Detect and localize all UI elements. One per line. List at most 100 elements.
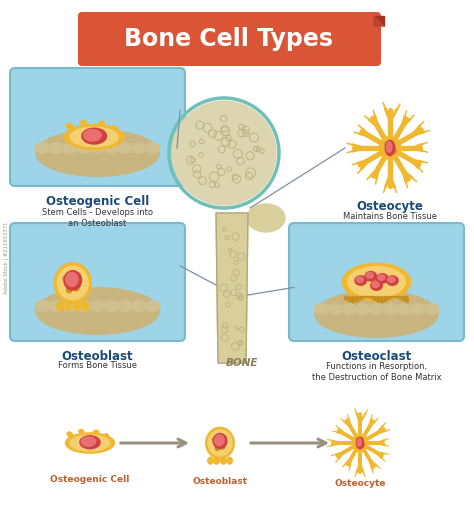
Ellipse shape bbox=[103, 434, 108, 438]
Circle shape bbox=[66, 288, 72, 293]
Ellipse shape bbox=[110, 126, 117, 131]
Ellipse shape bbox=[82, 437, 96, 446]
Ellipse shape bbox=[366, 272, 374, 278]
Ellipse shape bbox=[146, 143, 160, 153]
Ellipse shape bbox=[66, 123, 73, 130]
Ellipse shape bbox=[383, 304, 398, 314]
Ellipse shape bbox=[215, 435, 224, 446]
Ellipse shape bbox=[383, 296, 387, 302]
Ellipse shape bbox=[388, 277, 395, 282]
Ellipse shape bbox=[369, 296, 373, 298]
Text: Osteoblast: Osteoblast bbox=[192, 477, 247, 486]
Ellipse shape bbox=[356, 437, 364, 449]
Ellipse shape bbox=[372, 282, 379, 288]
Ellipse shape bbox=[36, 130, 159, 176]
Ellipse shape bbox=[398, 296, 401, 299]
Ellipse shape bbox=[373, 296, 376, 300]
FancyBboxPatch shape bbox=[78, 12, 381, 66]
Ellipse shape bbox=[371, 281, 382, 290]
Text: Stem Cells - Develops into
an Osteoblast: Stem Cells - Develops into an Osteoblast bbox=[42, 208, 153, 228]
Text: Maintains Bone Tissue: Maintains Bone Tissue bbox=[343, 212, 437, 221]
Circle shape bbox=[221, 445, 225, 449]
Ellipse shape bbox=[391, 296, 394, 298]
Ellipse shape bbox=[93, 430, 99, 434]
Ellipse shape bbox=[98, 121, 105, 126]
Ellipse shape bbox=[386, 142, 392, 152]
Ellipse shape bbox=[57, 301, 64, 310]
Text: Forms Bone Tissue: Forms Bone Tissue bbox=[58, 361, 137, 370]
Circle shape bbox=[75, 273, 81, 278]
Ellipse shape bbox=[410, 304, 425, 314]
Ellipse shape bbox=[65, 433, 115, 453]
Text: Osteocyte: Osteocyte bbox=[334, 479, 386, 488]
Ellipse shape bbox=[63, 143, 77, 153]
Ellipse shape bbox=[342, 304, 356, 314]
Ellipse shape bbox=[63, 301, 77, 311]
Ellipse shape bbox=[315, 291, 438, 337]
Ellipse shape bbox=[359, 296, 362, 300]
Circle shape bbox=[356, 438, 360, 442]
Ellipse shape bbox=[118, 143, 132, 153]
Ellipse shape bbox=[378, 274, 385, 280]
Text: Adobe Stock | #211652371: Adobe Stock | #211652371 bbox=[3, 222, 9, 294]
Ellipse shape bbox=[67, 432, 73, 437]
Ellipse shape bbox=[73, 447, 78, 451]
Ellipse shape bbox=[214, 457, 219, 464]
Ellipse shape bbox=[362, 296, 366, 298]
Text: Osteogenic Cell: Osteogenic Cell bbox=[50, 475, 130, 484]
Text: Bone Cell Types: Bone Cell Types bbox=[125, 27, 334, 51]
Ellipse shape bbox=[36, 288, 159, 334]
Ellipse shape bbox=[105, 143, 110, 147]
Text: BONE: BONE bbox=[226, 358, 258, 368]
Text: Osteogenic Cell: Osteogenic Cell bbox=[46, 195, 149, 208]
Ellipse shape bbox=[70, 128, 118, 147]
Ellipse shape bbox=[376, 274, 388, 283]
Ellipse shape bbox=[73, 301, 81, 310]
Ellipse shape bbox=[369, 304, 383, 314]
Ellipse shape bbox=[35, 143, 49, 153]
Ellipse shape bbox=[348, 267, 405, 298]
Ellipse shape bbox=[208, 457, 213, 464]
Ellipse shape bbox=[82, 128, 107, 144]
Ellipse shape bbox=[355, 296, 359, 302]
Ellipse shape bbox=[376, 296, 380, 302]
Ellipse shape bbox=[366, 296, 369, 297]
Ellipse shape bbox=[425, 304, 439, 314]
Ellipse shape bbox=[357, 438, 362, 446]
Ellipse shape bbox=[247, 204, 285, 232]
Ellipse shape bbox=[91, 301, 105, 311]
Ellipse shape bbox=[345, 296, 348, 300]
Polygon shape bbox=[216, 213, 248, 363]
Ellipse shape bbox=[91, 143, 105, 153]
Ellipse shape bbox=[405, 296, 409, 302]
Ellipse shape bbox=[348, 296, 352, 302]
Ellipse shape bbox=[57, 266, 88, 300]
Ellipse shape bbox=[394, 296, 398, 297]
FancyBboxPatch shape bbox=[289, 223, 464, 341]
Ellipse shape bbox=[397, 304, 411, 314]
Ellipse shape bbox=[342, 263, 410, 301]
Circle shape bbox=[361, 443, 365, 447]
Ellipse shape bbox=[49, 301, 64, 311]
Ellipse shape bbox=[352, 296, 355, 303]
Ellipse shape bbox=[356, 277, 363, 282]
Ellipse shape bbox=[70, 435, 110, 451]
Ellipse shape bbox=[74, 142, 79, 146]
Ellipse shape bbox=[104, 143, 118, 153]
Circle shape bbox=[63, 276, 68, 281]
Ellipse shape bbox=[328, 304, 342, 314]
Ellipse shape bbox=[35, 301, 49, 311]
FancyBboxPatch shape bbox=[10, 223, 185, 341]
Ellipse shape bbox=[49, 143, 64, 153]
Ellipse shape bbox=[355, 276, 366, 285]
Ellipse shape bbox=[221, 457, 226, 464]
Circle shape bbox=[212, 437, 217, 441]
Ellipse shape bbox=[227, 457, 232, 464]
Ellipse shape bbox=[380, 137, 401, 160]
Text: Osteoblast: Osteoblast bbox=[62, 350, 133, 363]
Text: Osteoclast: Osteoclast bbox=[341, 350, 411, 363]
Polygon shape bbox=[374, 16, 384, 26]
Ellipse shape bbox=[82, 301, 89, 310]
Ellipse shape bbox=[352, 434, 368, 452]
Text: Osteocyte: Osteocyte bbox=[356, 200, 423, 213]
